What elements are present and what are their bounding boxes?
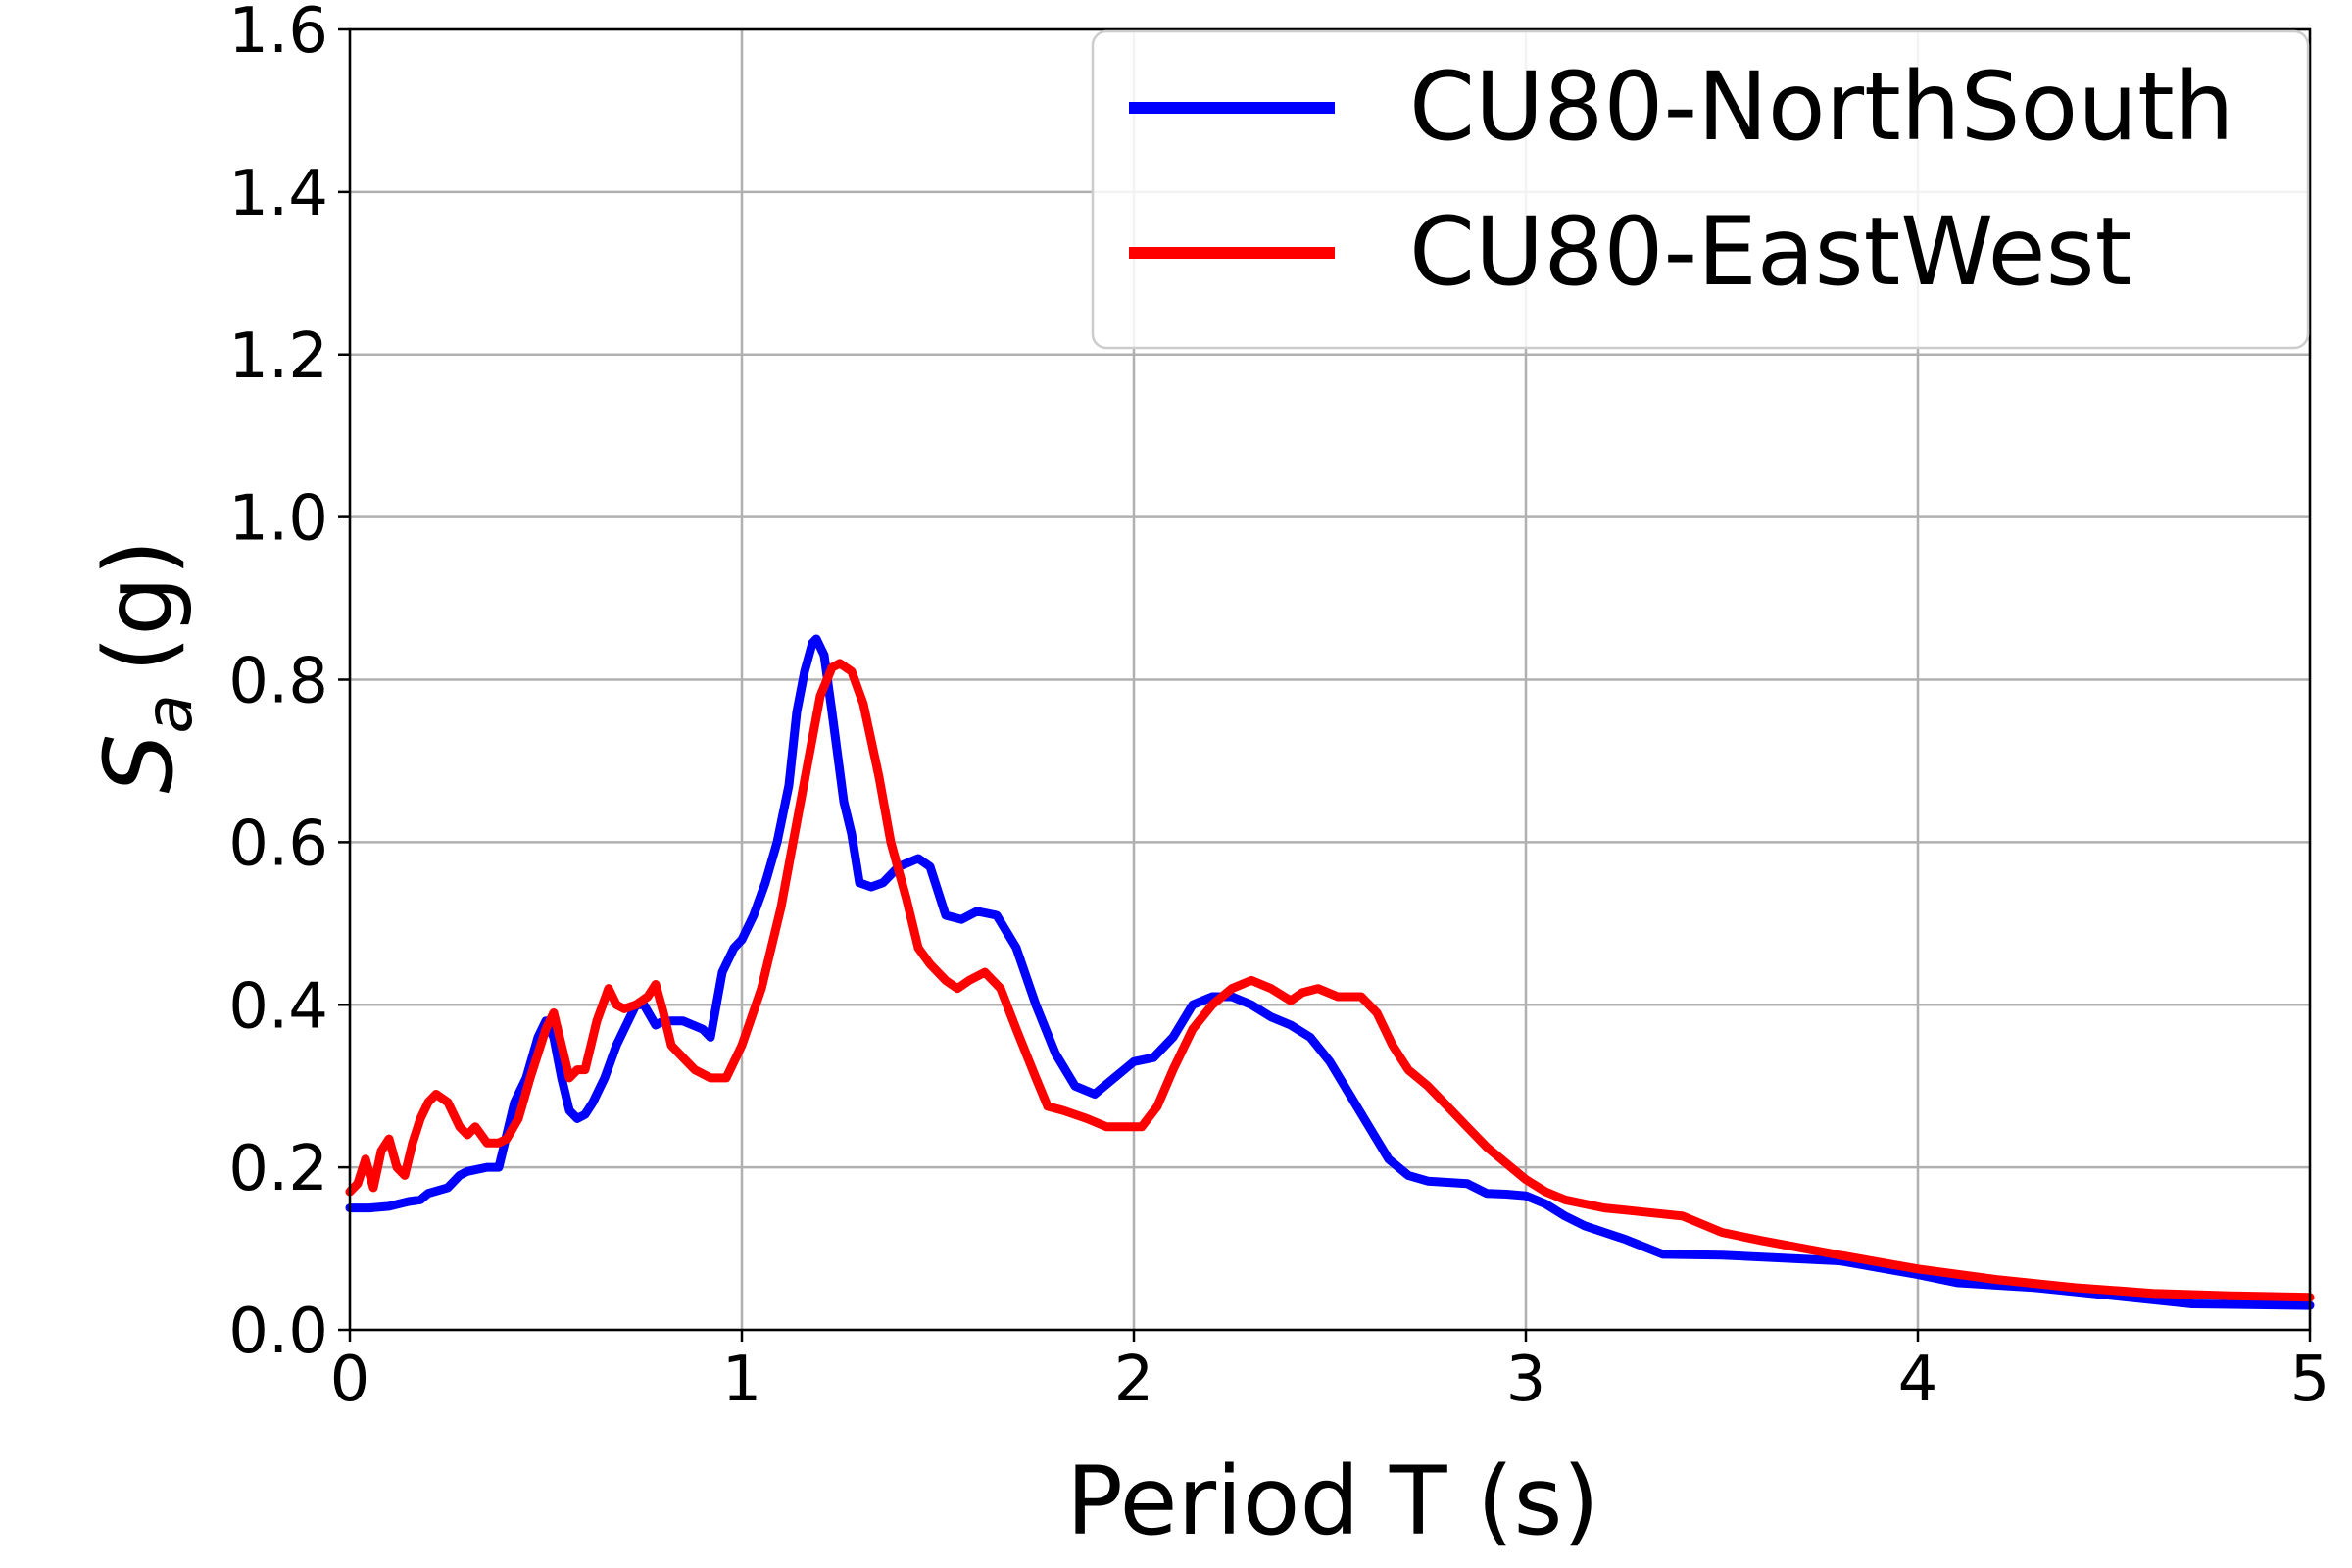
series-line-cu80-eastwest xyxy=(345,659,2315,1302)
x-tick-label: 3 xyxy=(1506,1344,1546,1416)
legend-label-northsouth: CU80-NorthSouth xyxy=(1409,52,2234,162)
y-tick-label: 1.6 xyxy=(228,0,328,68)
legend-label-eastwest: CU80-EastWest xyxy=(1409,197,2132,307)
y-tick-label: 0.0 xyxy=(228,1296,328,1368)
x-tick-label: 1 xyxy=(722,1344,762,1416)
y-tick-label: 0.2 xyxy=(228,1133,328,1205)
axis-ticks: 0 1 2 3 4 5 0.0 0.2 0.4 0.6 0.8 1.0 1.2 1.4 1.6 xyxy=(228,0,2329,1416)
legend-box xyxy=(1091,29,2310,350)
legend: CU80-NorthSouth CU80-EastWest xyxy=(1091,29,2310,350)
x-tick-label: 4 xyxy=(1898,1344,1938,1416)
y-axis-title-symbol: S xyxy=(84,734,194,794)
y-tick-label: 1.2 xyxy=(228,320,328,393)
y-tick-label: 0.4 xyxy=(228,970,328,1043)
y-tick-label: 0.6 xyxy=(228,808,328,880)
series-lines xyxy=(345,634,2315,1310)
y-axis-title-unit: (g) xyxy=(84,539,194,672)
y-tick-label: 1.0 xyxy=(228,483,328,556)
y-axis-title: Sa (g) xyxy=(84,539,207,793)
y-tick-label: 1.4 xyxy=(228,158,328,230)
y-axis-title-subscript: a xyxy=(131,694,207,733)
series-line-cu80-northsouth xyxy=(345,634,2315,1310)
x-tick-label: 2 xyxy=(1114,1344,1154,1416)
x-tick-label: 5 xyxy=(2290,1344,2330,1416)
x-axis-title: Period T (s) xyxy=(1066,1446,1599,1556)
svg-text:Sa(g): Sa (g) xyxy=(84,539,207,793)
x-tick-label: 0 xyxy=(330,1344,370,1416)
y-tick-label: 0.8 xyxy=(228,646,328,718)
